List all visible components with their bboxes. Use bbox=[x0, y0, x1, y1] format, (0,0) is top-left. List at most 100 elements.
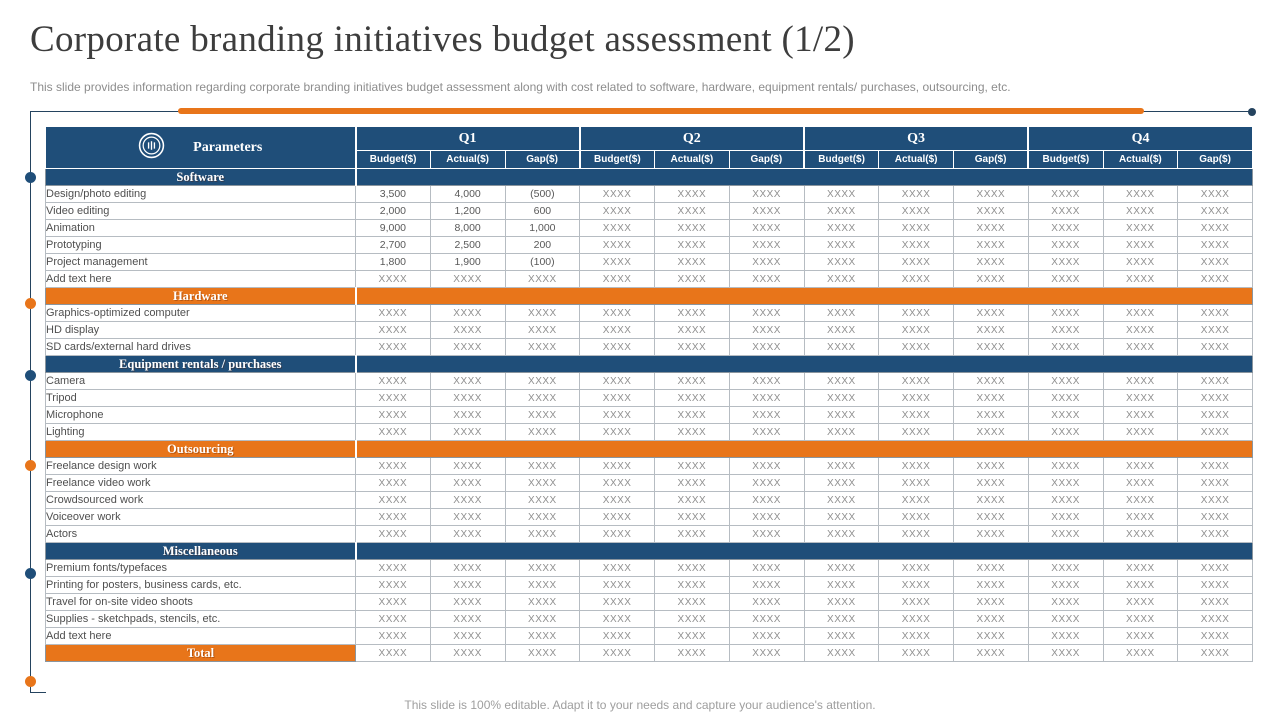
value-cell: XXXX bbox=[654, 321, 730, 339]
section-title: Equipment rentals / purchases bbox=[45, 355, 356, 373]
value-cell: XXXX bbox=[1102, 644, 1179, 662]
value-cell: XXXX bbox=[878, 474, 954, 492]
value-cell: XXXX bbox=[654, 304, 730, 322]
value-cell: XXXX bbox=[1027, 593, 1104, 611]
value-cell: XXXX bbox=[1027, 474, 1104, 492]
row-label: Add text here bbox=[45, 270, 356, 288]
side-marker-total bbox=[25, 676, 36, 687]
value-cell: XXXX bbox=[579, 627, 655, 645]
value-cell: XXXX bbox=[579, 559, 655, 577]
value-cell: XXXX bbox=[579, 508, 655, 526]
quarter-header-q3: Q3 bbox=[802, 126, 1029, 151]
budget-table-body: Software Design/photo editing 3,500 4,000 (5… bbox=[45, 168, 1253, 662]
value-cell: XXXX bbox=[579, 644, 655, 662]
section-title: Hardware bbox=[45, 287, 356, 305]
section-band bbox=[354, 287, 1253, 305]
value-cell: XXXX bbox=[504, 576, 581, 594]
value-cell: XXXX bbox=[429, 389, 506, 407]
table-row: HD display XXXX XXXX XXXX XXXX XXXX XXXX XXXX XX… bbox=[45, 321, 1253, 339]
value-cell: XXXX bbox=[1027, 525, 1104, 543]
value-cell: XXXX bbox=[1102, 559, 1179, 577]
table-row: Premium fonts/typefaces XXXX XXXX XXXX XXXX X… bbox=[45, 559, 1253, 577]
value-cell: XXXX bbox=[728, 423, 805, 441]
value-cell: XXXX bbox=[1177, 270, 1253, 288]
value-cell: XXXX bbox=[728, 627, 805, 645]
value-cell: XXXX bbox=[1027, 372, 1104, 390]
subheader-q2-actual: Actual($) bbox=[654, 150, 730, 169]
table-row: Crowdsourced work XXXX XXXX XXXX XXXX XXXX XXX… bbox=[45, 491, 1253, 509]
value-cell: XXXX bbox=[803, 576, 880, 594]
row-label: Actors bbox=[45, 525, 356, 543]
value-cell: XXXX bbox=[1177, 253, 1253, 271]
subheader-q4-actual: Actual($) bbox=[1102, 150, 1179, 169]
value-cell: XXXX bbox=[728, 576, 805, 594]
value-cell: XXXX bbox=[878, 508, 954, 526]
value-cell: XXXX bbox=[953, 474, 1029, 492]
value-cell: XXXX bbox=[803, 253, 880, 271]
parameters-header-label: Parameters bbox=[193, 139, 263, 155]
value-cell: XXXX bbox=[728, 304, 805, 322]
value-cell: XXXX bbox=[878, 610, 954, 628]
value-cell: XXXX bbox=[1102, 372, 1179, 390]
value-cell: XXXX bbox=[1177, 576, 1253, 594]
value-cell: XXXX bbox=[1177, 236, 1253, 254]
table-row: Actors XXXX XXXX XXXX XXXX XXXX XXXX XXXX XXXX XX… bbox=[45, 525, 1253, 543]
value-cell: XXXX bbox=[878, 372, 954, 390]
value-cell: XXXX bbox=[1177, 644, 1253, 662]
section-row-equipment-rentals-purchases: Equipment rentals / purchases bbox=[45, 355, 1253, 373]
value-cell: XXXX bbox=[1027, 559, 1104, 577]
value-cell: XXXX bbox=[355, 576, 431, 594]
value-cell: XXXX bbox=[504, 525, 581, 543]
value-cell: XXXX bbox=[355, 508, 431, 526]
value-cell: XXXX bbox=[1177, 457, 1253, 475]
value-cell: XXXX bbox=[429, 559, 506, 577]
value-cell: XXXX bbox=[953, 406, 1029, 424]
value-cell: XXXX bbox=[579, 474, 655, 492]
value-cell: XXXX bbox=[654, 644, 730, 662]
row-label: Camera bbox=[45, 372, 356, 390]
value-cell: XXXX bbox=[1027, 185, 1104, 203]
row-label: Prototyping bbox=[45, 236, 356, 254]
value-cell: XXXX bbox=[504, 406, 581, 424]
section-band bbox=[354, 440, 1253, 458]
value-cell: XXXX bbox=[803, 219, 880, 237]
value-cell: XXXX bbox=[579, 236, 655, 254]
row-label: Supplies - sketchpads, stencils, etc. bbox=[45, 610, 356, 628]
row-label: Microphone bbox=[45, 406, 356, 424]
value-cell: XXXX bbox=[878, 304, 954, 322]
value-cell: XXXX bbox=[579, 338, 655, 356]
table-row: Video editing 2,000 1,200 600 XXXX XXXX XXXX XX… bbox=[45, 202, 1253, 220]
value-cell: XXXX bbox=[504, 474, 581, 492]
subheader-q1-budget: Budget($) bbox=[354, 150, 431, 169]
section-title: Outsourcing bbox=[45, 440, 356, 458]
value-cell: XXXX bbox=[1027, 321, 1104, 339]
section-band bbox=[354, 355, 1253, 373]
value-cell: XXXX bbox=[878, 406, 954, 424]
value-cell: XXXX bbox=[1177, 525, 1253, 543]
table-row: Freelance video work XXXX XXXX XXXX XXXX XXXX… bbox=[45, 474, 1253, 492]
value-cell: XXXX bbox=[1027, 627, 1104, 645]
value-cell: XXXX bbox=[579, 202, 655, 220]
value-cell: 2,700 bbox=[355, 236, 431, 254]
subheader-q4-budget: Budget($) bbox=[1027, 150, 1104, 169]
value-cell: XXXX bbox=[878, 423, 954, 441]
value-cell: 8,000 bbox=[429, 219, 506, 237]
value-cell: XXXX bbox=[355, 491, 431, 509]
value-cell: XXXX bbox=[728, 185, 805, 203]
value-cell: XXXX bbox=[654, 474, 730, 492]
value-cell: XXXX bbox=[1177, 610, 1253, 628]
value-cell: XXXX bbox=[355, 389, 431, 407]
value-cell: XXXX bbox=[1102, 610, 1179, 628]
value-cell: XXXX bbox=[878, 202, 954, 220]
slide-subtitle: This slide provides information regardin… bbox=[30, 80, 1011, 94]
table-row: SD cards/external hard drives XXXX XXXX XXX… bbox=[45, 338, 1253, 356]
value-cell: XXXX bbox=[803, 593, 880, 611]
value-cell: XXXX bbox=[504, 491, 581, 509]
value-cell: XXXX bbox=[728, 644, 805, 662]
value-cell: XXXX bbox=[803, 406, 880, 424]
value-cell: XXXX bbox=[803, 372, 880, 390]
section-row-miscellaneous: Miscellaneous bbox=[45, 542, 1253, 560]
total-label: Total bbox=[45, 644, 356, 662]
subheader-q2-gap: Gap($) bbox=[728, 150, 805, 169]
value-cell: XXXX bbox=[579, 304, 655, 322]
